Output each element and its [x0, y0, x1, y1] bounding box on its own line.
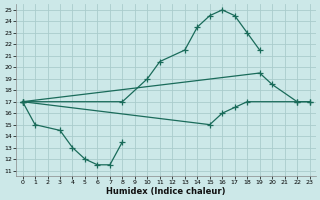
X-axis label: Humidex (Indice chaleur): Humidex (Indice chaleur) [106, 187, 226, 196]
